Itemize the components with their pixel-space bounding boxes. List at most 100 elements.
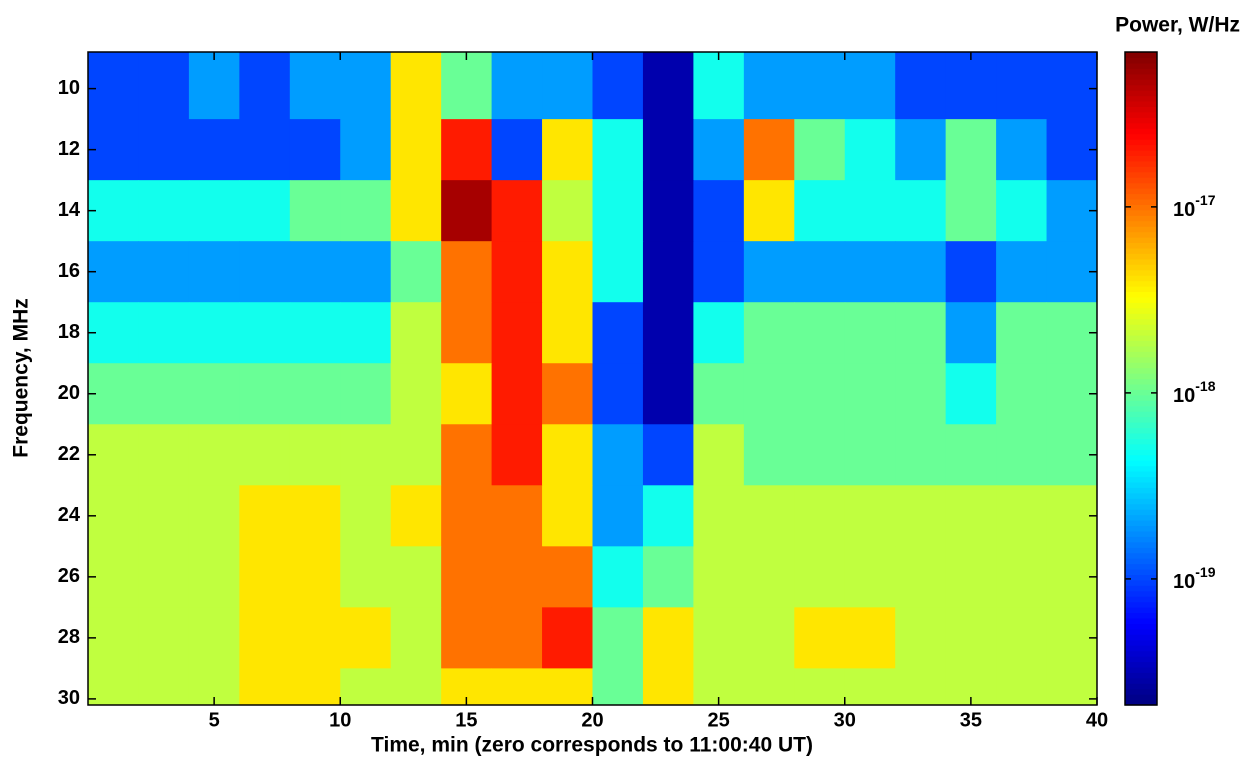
tick-base: 10 [1173,385,1195,407]
y-tick-label: 18 [58,321,80,343]
colorbar-step [1125,509,1157,516]
heatmap-cell [441,424,493,486]
colorbar-step [1125,329,1157,336]
heatmap-cell [895,241,947,303]
heatmap-cell [592,180,644,242]
colorbar-step [1125,220,1157,227]
heatmap-cell [88,241,139,303]
heatmap-cell [239,180,291,242]
heatmap-cell [996,119,1048,181]
heatmap-cell [996,302,1048,364]
colorbar-step [1125,601,1157,608]
heatmap-cell [794,668,846,706]
heatmap-cell [441,180,493,242]
heatmap-cell [895,485,947,547]
y-tick-label: 16 [58,260,80,282]
heatmap-cell [642,363,694,425]
heatmap-cell [945,302,997,364]
colorbar-step [1125,237,1157,244]
heatmap-cell [138,607,190,669]
colorbar-step [1125,596,1157,603]
colorbar-step [1125,574,1157,581]
heatmap-cell [340,363,392,425]
heatmap-cell [491,546,543,608]
heatmap-cell [441,485,493,547]
heatmap-cell [88,52,139,120]
heatmap-cell [390,52,442,120]
colorbar-step [1125,177,1157,184]
heatmap-cell [289,546,341,608]
heatmap-cell [88,119,139,181]
heatmap-cell [88,607,139,669]
tick-exponent: -18 [1195,378,1215,394]
heatmap-cell [138,302,190,364]
heatmap-cell [390,119,442,181]
heatmap-cell [743,180,795,242]
heatmap-cell [844,52,896,120]
heatmap-cell [138,424,190,486]
heatmap-cell [895,363,947,425]
heatmap-cell [188,52,240,120]
heatmap-cell [491,241,543,303]
x-axis-label: Time, min (zero corresponds to 11:00:40 … [371,734,813,757]
heatmap-cell [945,485,997,547]
colorbar-step [1125,661,1157,668]
colorbar-step [1125,324,1157,331]
tick-base: 10 [1173,199,1195,221]
heatmap-cell [642,485,694,547]
colorbar-step [1125,547,1157,554]
colorbar-step [1125,275,1157,282]
heatmap-cell [340,180,392,242]
colorbar-step [1125,530,1157,537]
heatmap-cell [340,424,392,486]
heatmap-cell [441,546,493,608]
heatmap-cell [642,180,694,242]
heatmap-cell [491,485,543,547]
y-tick-label: 30 [58,687,80,709]
colorbar-step [1125,193,1157,200]
heatmap-cell [794,546,846,608]
heatmap-cell [491,302,543,364]
colorbar-step [1125,514,1157,521]
colorbar-step [1125,182,1157,189]
heatmap-cell [794,52,846,120]
heatmap-cell [138,119,190,181]
colorbar-step [1125,400,1157,407]
colorbar-step [1125,79,1157,86]
heatmap-cell [289,485,341,547]
heatmap-cell [390,424,442,486]
heatmap-cell [895,424,947,486]
heatmap-cell [88,485,139,547]
heatmap-cell [88,363,139,425]
heatmap-cell [188,424,240,486]
y-tick-label: 12 [58,138,80,160]
heatmap-cell [693,607,745,669]
heatmap-cell [138,52,190,120]
colorbar-step [1125,166,1157,173]
colorbar-step [1125,291,1157,298]
colorbar-step [1125,465,1157,472]
colorbar-step [1125,117,1157,124]
heatmap-cell [441,363,493,425]
heatmap-cell [794,302,846,364]
colorbar-step [1125,672,1157,679]
heatmap-cell [743,485,795,547]
heatmap-cell [239,363,291,425]
heatmap-cell [895,119,947,181]
heatmap-cell [743,52,795,120]
colorbar-step [1125,471,1157,478]
x-tick-label: 35 [960,709,982,731]
y-axis-label: Frequency, MHz [10,298,33,457]
heatmap-cell [289,424,341,486]
heatmap-cell [743,424,795,486]
heatmap-cell [239,241,291,303]
heatmap-cell [491,363,543,425]
heatmap-cell [693,485,745,547]
colorbar-tick-label: 10-19 [1173,564,1216,594]
heatmap-cell [844,180,896,242]
heatmap-cell [642,52,694,120]
heatmap-cell [289,52,341,120]
heatmap-cell [289,241,341,303]
colorbar-step [1125,242,1157,249]
heatmap-cell [542,546,593,608]
